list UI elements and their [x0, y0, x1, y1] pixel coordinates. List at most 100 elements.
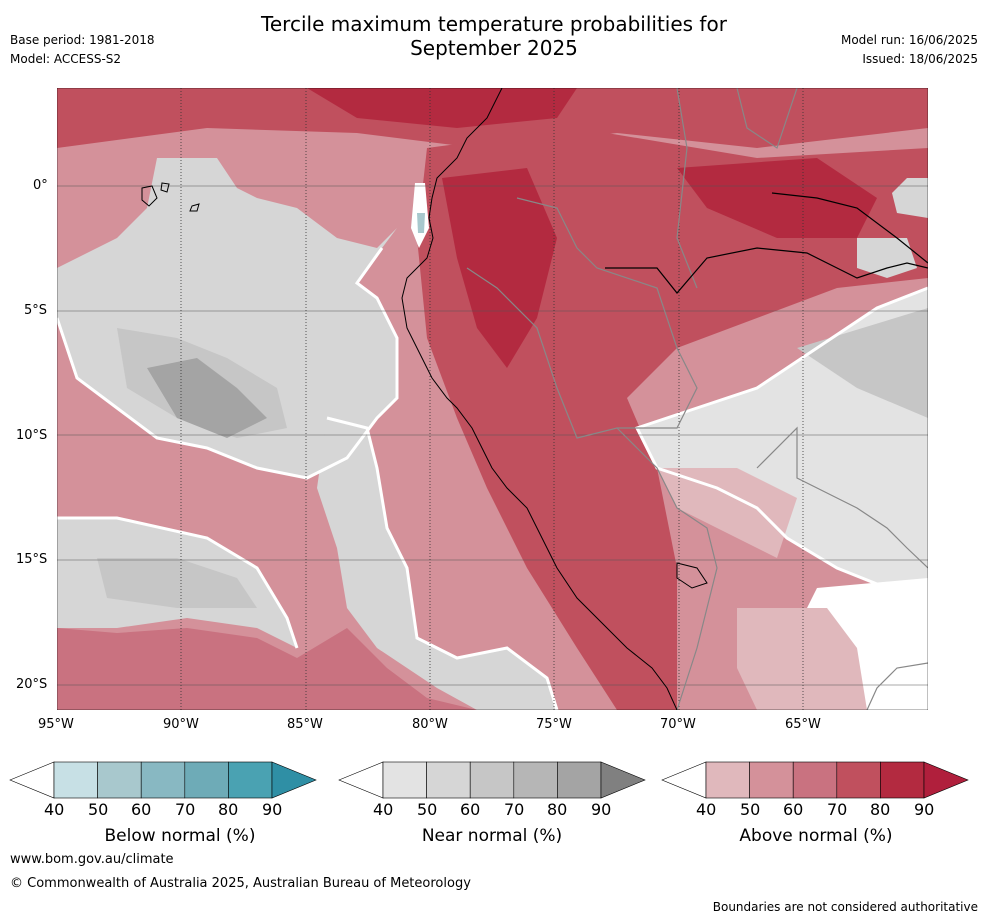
- lon-tick-label: 85°W: [287, 717, 323, 732]
- below-normal-region: [417, 213, 425, 233]
- colorbar-segment: [97, 761, 142, 799]
- coastline: [401, 88, 678, 710]
- colorbar-tick: 50: [740, 800, 761, 819]
- colorbar-segment: [513, 761, 558, 799]
- colorbar-tick: 40: [696, 800, 717, 819]
- above-normal-region: [442, 168, 557, 368]
- disclaimer-text: Boundaries are not considered authoritat…: [712, 900, 978, 914]
- country-border: [736, 88, 798, 149]
- map-title: Tercile maximum temperature probabilitie…: [220, 12, 768, 60]
- model-text: Model: ACCESS-S2: [10, 52, 122, 66]
- near-normal-region: [57, 158, 397, 478]
- colorbar-segment: [749, 761, 794, 799]
- colorbar-segment: [184, 761, 229, 799]
- lon-tick-label: 80°W: [412, 717, 448, 732]
- country-border: [676, 88, 698, 289]
- colorbar-tick: 70: [827, 800, 848, 819]
- copyright-text: © Commonwealth of Australia 2025, Austra…: [10, 876, 471, 891]
- galapagos-islands: [189, 203, 200, 212]
- colorbars: [9, 761, 969, 799]
- colorbar-tick: 80: [547, 800, 568, 819]
- no-dominant-tercile-region: [797, 578, 928, 710]
- colorbar-tick: 50: [88, 800, 109, 819]
- above-normal-region: [57, 628, 477, 710]
- tercile-boundary: [326, 416, 559, 710]
- colorbar-1: [338, 761, 646, 799]
- colorbar-segment: [426, 761, 471, 799]
- amazon-river: [771, 192, 928, 264]
- lon-tick-label: 70°W: [660, 717, 696, 732]
- probability-map: [57, 88, 928, 710]
- near-normal-region: [797, 308, 928, 418]
- colorbar-tick: 80: [870, 800, 891, 819]
- title-line-1: Tercile maximum temperature probabilitie…: [261, 12, 727, 36]
- colorbar-segment: [557, 761, 602, 799]
- colorbar-segment: [140, 761, 186, 799]
- near-normal-region: [892, 178, 928, 218]
- lon-tick-label: 95°W: [38, 717, 74, 732]
- above-normal-region: [677, 158, 877, 238]
- colorbar-segment: [469, 761, 515, 799]
- galapagos-islands: [141, 185, 158, 207]
- colorbar-tick: 70: [175, 800, 196, 819]
- colorbar-extend-high: [271, 761, 317, 799]
- tercile-boundary: [57, 247, 399, 480]
- above-normal-label: Above normal (%): [739, 826, 893, 846]
- lat-tick-label: 10°S: [16, 428, 48, 443]
- colorbar-extend-low: [9, 761, 55, 799]
- colorbar-tick: 90: [591, 800, 612, 819]
- lon-tick-label: 65°W: [785, 717, 821, 732]
- amazon-river: [605, 247, 928, 294]
- colorbar-segment: [53, 761, 98, 799]
- colorbar-segment: [705, 761, 750, 799]
- colorbar-tick: 50: [417, 800, 438, 819]
- colorbar-tick: 70: [504, 800, 525, 819]
- colorbar-0: [9, 761, 317, 799]
- above-normal-region: [737, 608, 867, 710]
- colorbar-tick: 60: [460, 800, 481, 819]
- graticule: [57, 185, 928, 686]
- tercile-boundary: [57, 516, 299, 649]
- colorbar-extend-low: [338, 761, 384, 799]
- lat-tick-label: 20°S: [16, 677, 48, 692]
- above-normal-region: [307, 88, 577, 128]
- near-normal-region: [317, 418, 557, 710]
- colorbar-tick: 60: [131, 800, 152, 819]
- title-line-2: September 2025: [410, 36, 578, 60]
- website-link[interactable]: www.bom.gov.au/climate: [10, 852, 174, 867]
- country-border: [616, 427, 718, 710]
- country-border: [756, 426, 928, 569]
- lon-tick-label: 75°W: [536, 717, 572, 732]
- country-border: [866, 662, 928, 710]
- colorbar-tick: 40: [44, 800, 65, 819]
- lat-tick-label: 5°S: [24, 303, 48, 318]
- lake-titicaca: [676, 562, 708, 589]
- colorbar-segment: [792, 761, 838, 799]
- galapagos-islands: [160, 182, 170, 193]
- colorbar-segment: [836, 761, 881, 799]
- country-border: [466, 197, 698, 439]
- colorbar-tick: 90: [262, 800, 283, 819]
- lat-tick-label: 15°S: [16, 552, 48, 567]
- issued-text: Issued: 18/06/2025: [862, 52, 978, 66]
- colorbar-extend-high: [923, 761, 969, 799]
- below-normal-label: Below normal (%): [104, 826, 256, 846]
- colorbar-segment: [880, 761, 925, 799]
- above-normal-region: [657, 468, 797, 558]
- colorbar-2: [661, 761, 969, 799]
- near-normal-region: [97, 558, 257, 608]
- colorbar-tick: 40: [373, 800, 394, 819]
- colorbar-tick: 60: [783, 800, 804, 819]
- near-normal-label: Near normal (%): [421, 826, 563, 846]
- lon-tick-label: 90°W: [163, 717, 199, 732]
- near-normal-region: [147, 358, 267, 438]
- colorbar-tick: 90: [914, 800, 935, 819]
- model-run-text: Model run: 16/06/2025: [840, 33, 978, 47]
- colorbar-extend-low: [661, 761, 707, 799]
- near-normal-region: [857, 238, 917, 278]
- base-period-text: Base period: 1981-2018: [10, 33, 155, 47]
- colorbar-extend-high: [600, 761, 646, 799]
- colorbar-segment: [228, 761, 273, 799]
- colorbar-tick: 80: [218, 800, 239, 819]
- lat-tick-label: 0°: [33, 178, 48, 193]
